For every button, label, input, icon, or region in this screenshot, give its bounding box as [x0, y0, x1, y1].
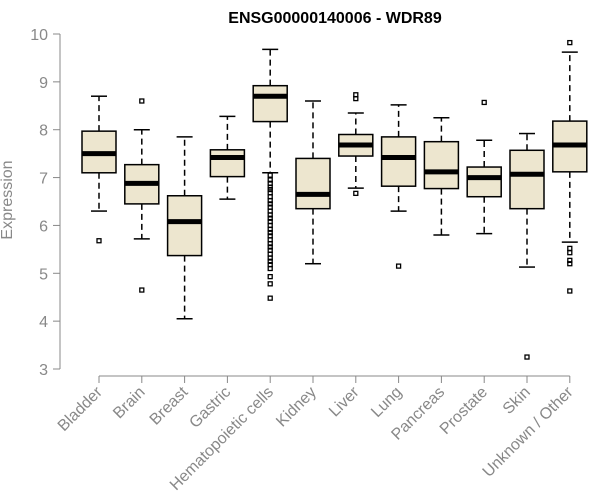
outlier-point [353, 95, 359, 102]
outlier-point [267, 265, 273, 272]
box-group [509, 132, 545, 360]
outlier-point [267, 197, 273, 204]
outlier-point [524, 354, 530, 360]
outlier-point [567, 261, 573, 267]
y-tick-label: 7 [39, 171, 48, 188]
box-iqr [423, 140, 460, 190]
y-tick-label: 8 [39, 123, 48, 140]
outlier-point [567, 250, 573, 256]
plot-area [81, 39, 588, 360]
chart-title: ENSG00000140006 - WDR89 [228, 10, 442, 27]
box-group [166, 136, 203, 320]
outlier-point [267, 258, 273, 264]
outlier-point [139, 98, 145, 104]
x-tick-label: Skin [500, 384, 534, 418]
x-tick-label: Kidney [273, 384, 320, 431]
box-group [295, 100, 331, 265]
outlier-point [267, 229, 273, 236]
box-iqr [252, 84, 288, 123]
outlier-point [96, 238, 102, 244]
y-tick-label: 4 [39, 314, 48, 331]
y-tick-label: 5 [39, 266, 48, 283]
y-tick-label: 10 [30, 27, 48, 44]
outlier-point [395, 263, 402, 269]
box-iqr [380, 136, 417, 187]
outlier-point [353, 190, 359, 197]
outlier-point [267, 295, 273, 301]
x-tick-label: Brain [110, 384, 148, 422]
box-group [552, 39, 588, 294]
box-group [423, 117, 460, 236]
box-group [252, 48, 288, 301]
box-iqr [209, 149, 246, 178]
outlier-point [567, 39, 573, 46]
box-iqr [295, 157, 331, 210]
x-tick-label: Liver [326, 383, 363, 420]
box-group [466, 99, 502, 235]
x-tick-label: Bladder [55, 383, 106, 434]
outlier-point [481, 99, 487, 106]
y-tick-label: 6 [39, 218, 48, 235]
outlier-point [267, 281, 273, 287]
x-tick-label: Prostate [437, 384, 491, 438]
box-group [81, 95, 117, 244]
outlier-point [567, 245, 573, 252]
box-group [124, 98, 160, 293]
outlier-point [267, 186, 273, 193]
y-tick-label: 9 [39, 75, 48, 92]
outlier-point [567, 288, 573, 294]
box-iqr [166, 195, 203, 257]
x-tick-label: Lung [368, 384, 405, 421]
box-iqr [466, 166, 502, 198]
box-group [338, 92, 374, 197]
outlier-point [267, 172, 273, 178]
outlier-point [267, 273, 273, 280]
box-iqr [509, 149, 545, 210]
y-axis-label: Expression [0, 160, 16, 239]
y-axis: 3 4 5 6 7 8 9 10 [30, 27, 61, 379]
y-tick-label: 3 [39, 362, 48, 379]
outlier-point [267, 240, 273, 247]
x-tick-label: Breast [147, 383, 192, 428]
box-group [209, 115, 246, 200]
box-group [380, 104, 417, 269]
outlier-point [139, 287, 145, 293]
